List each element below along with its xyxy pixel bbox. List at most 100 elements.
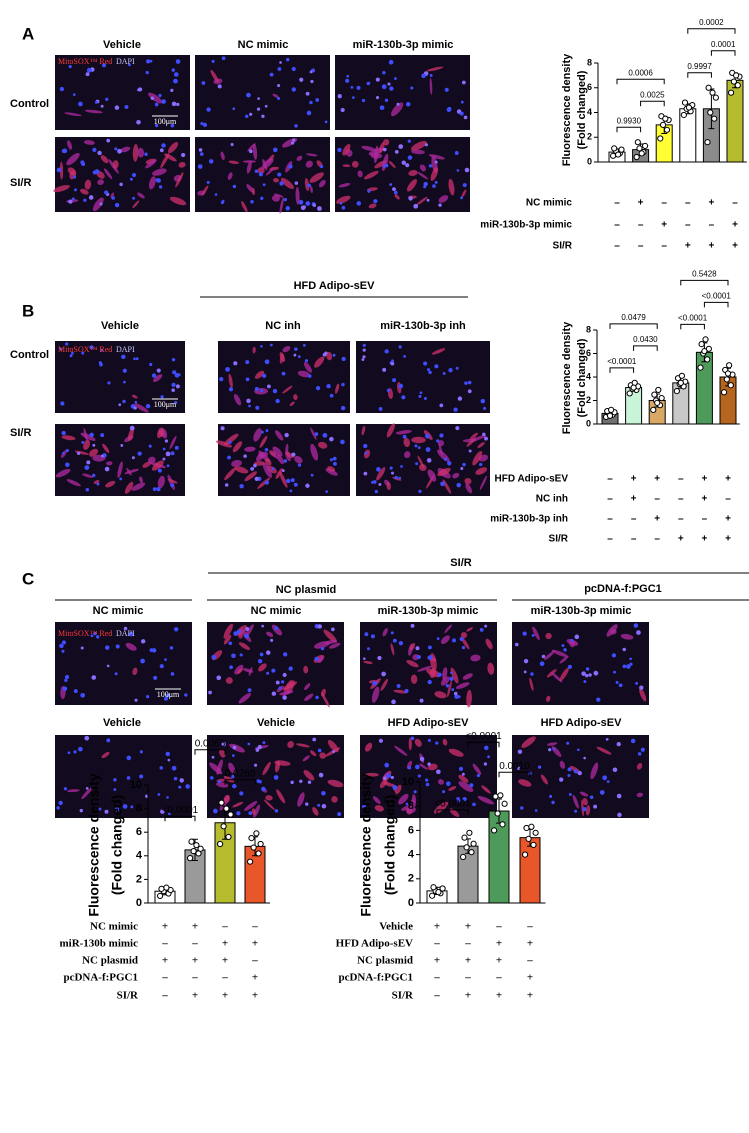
y-tick-label: 4 bbox=[136, 850, 143, 862]
nucleus bbox=[447, 461, 452, 466]
nucleus bbox=[96, 482, 100, 486]
nucleus bbox=[379, 105, 385, 110]
data-point bbox=[641, 142, 649, 150]
nucleus bbox=[157, 793, 161, 796]
cell-signal bbox=[382, 628, 388, 637]
nucleus bbox=[286, 478, 291, 484]
group-header: NC plasmid bbox=[276, 584, 337, 596]
cell-signal bbox=[466, 689, 472, 708]
significance-bracket bbox=[640, 100, 665, 107]
nucleus bbox=[94, 100, 98, 104]
cell-signal bbox=[233, 394, 242, 406]
condition-sign: – bbox=[614, 241, 620, 252]
nucleus bbox=[68, 64, 72, 69]
micrograph-bg bbox=[335, 55, 470, 130]
condition-sign: – bbox=[464, 972, 471, 984]
condition-sign: – bbox=[678, 514, 684, 525]
data-point bbox=[615, 151, 622, 158]
micrograph-bg bbox=[335, 137, 470, 212]
row-label: SI/R bbox=[10, 177, 31, 189]
nucleus bbox=[100, 348, 104, 352]
y-axis-label: (Fold changed) bbox=[576, 338, 588, 417]
nucleus bbox=[281, 371, 286, 376]
nucleus bbox=[382, 71, 386, 75]
condition-sign: + bbox=[725, 514, 731, 525]
nucleus bbox=[312, 203, 317, 207]
nucleus bbox=[210, 776, 214, 780]
cell-signal bbox=[151, 460, 164, 471]
nucleus bbox=[239, 484, 244, 489]
cell-signal bbox=[364, 772, 379, 777]
nucleus bbox=[635, 681, 639, 685]
nucleus bbox=[137, 451, 142, 456]
cell-signal bbox=[168, 142, 179, 154]
nucleus bbox=[59, 347, 63, 351]
condition-sign: – bbox=[161, 990, 168, 1002]
condition-label: miR-130b mimic bbox=[59, 938, 138, 950]
cell-signal bbox=[438, 195, 449, 203]
cell-signal bbox=[336, 195, 351, 204]
nucleus bbox=[329, 436, 334, 442]
cell-signal bbox=[470, 654, 481, 662]
nucleus bbox=[438, 203, 442, 207]
p-value-label: 0.0430 bbox=[633, 335, 658, 344]
cell-signal bbox=[335, 383, 340, 394]
cell-signal bbox=[132, 143, 139, 162]
nucleus bbox=[232, 184, 237, 189]
cell-signal bbox=[403, 437, 411, 448]
nucleus bbox=[129, 177, 133, 181]
nucleus bbox=[290, 780, 294, 785]
condition-sign: + bbox=[654, 514, 660, 525]
condition-sign: + bbox=[678, 534, 684, 545]
nucleus bbox=[382, 367, 387, 372]
nucleus bbox=[384, 762, 390, 768]
cell-signal bbox=[434, 691, 447, 699]
nucleus bbox=[613, 670, 616, 674]
nucleus bbox=[423, 361, 428, 366]
cell-signal bbox=[83, 140, 95, 145]
nucleus bbox=[274, 809, 279, 813]
nucleus bbox=[392, 187, 396, 192]
data-point bbox=[522, 851, 529, 858]
nucleus bbox=[315, 695, 319, 700]
cell-signal bbox=[326, 351, 333, 361]
p-value-label: 0.0001 bbox=[711, 40, 736, 49]
significance-bracket bbox=[680, 279, 729, 286]
significance-bracket bbox=[467, 741, 500, 748]
nucleus bbox=[415, 462, 419, 466]
nucleus bbox=[262, 373, 267, 378]
cell-signal bbox=[518, 779, 532, 787]
nucleus bbox=[97, 150, 102, 156]
p-value-label: 0.0002 bbox=[699, 18, 724, 27]
nucleus bbox=[133, 406, 137, 410]
nucleus bbox=[180, 152, 186, 158]
cell-signal bbox=[295, 187, 300, 205]
nucleus bbox=[407, 139, 411, 143]
nucleus bbox=[198, 148, 203, 152]
column-header: Vehicle bbox=[257, 717, 295, 729]
p-value-label: <0.0001 bbox=[465, 731, 502, 742]
nucleus bbox=[145, 70, 149, 75]
nucleus bbox=[170, 451, 175, 456]
significance-bracket bbox=[224, 779, 256, 785]
nucleus bbox=[272, 388, 278, 394]
nucleus bbox=[386, 773, 392, 779]
nucleus bbox=[306, 110, 312, 116]
cell-signal bbox=[427, 469, 437, 482]
cell-signal bbox=[545, 632, 552, 640]
cell-signal bbox=[67, 140, 73, 150]
nucleus bbox=[464, 381, 468, 385]
nucleus bbox=[119, 182, 123, 187]
condition-label: SI/R bbox=[549, 534, 569, 545]
nucleus bbox=[310, 473, 314, 477]
nucleus bbox=[98, 361, 102, 365]
y-tick-label: 0 bbox=[587, 156, 592, 166]
cell-signal bbox=[232, 801, 244, 808]
nucleus bbox=[637, 752, 642, 756]
nucleus bbox=[387, 82, 391, 86]
cell-signal bbox=[437, 779, 444, 785]
cell-signal bbox=[442, 479, 452, 494]
nucleus bbox=[136, 119, 141, 125]
nucleus bbox=[523, 658, 529, 664]
nucleus bbox=[350, 86, 354, 89]
